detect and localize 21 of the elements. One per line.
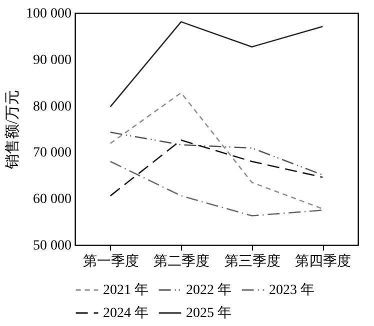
- x-tick-label: 第四季度: [295, 254, 352, 270]
- line-series: [110, 132, 324, 176]
- legend-label: 2023 年: [269, 282, 314, 298]
- y-tick-label: 50 000: [33, 238, 72, 254]
- line-series: [110, 160, 324, 216]
- legend-label: 2024 年: [103, 305, 148, 321]
- line-series: [110, 92, 324, 210]
- x-tick-label: 第一季度: [82, 254, 139, 270]
- x-tick-label: 第二季度: [154, 254, 210, 270]
- line-series: [110, 21, 324, 108]
- legend-label: 2022 年: [186, 282, 232, 298]
- y-tick-label: 80 000: [33, 99, 72, 114]
- y-tick-label: 90 000: [33, 52, 72, 68]
- y-tick-label: 100 000: [26, 6, 72, 22]
- line-series: [110, 139, 324, 196]
- y-tick-label: 70 000: [33, 146, 72, 161]
- legend-label: 2021 年: [103, 282, 148, 298]
- x-tick-label: 第三季度: [224, 254, 280, 270]
- legend-label: 2025 年: [186, 305, 232, 321]
- y-axis-title: 销售额/万元: [4, 90, 21, 170]
- y-tick-label: 60 000: [33, 192, 72, 208]
